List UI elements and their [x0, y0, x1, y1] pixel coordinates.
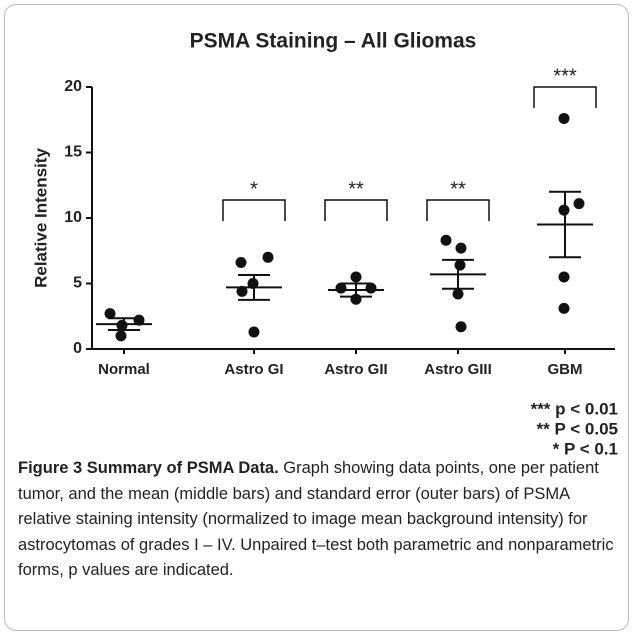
data-point: [104, 308, 116, 320]
data-point: [558, 112, 570, 124]
significance-label: ***: [553, 65, 577, 87]
significance-legend: * P < 0.1: [553, 439, 618, 458]
data-point: [262, 251, 274, 263]
caption-text: Graph showing data points, one per patie…: [18, 459, 614, 580]
data-point: [455, 321, 467, 333]
data-point: [573, 198, 585, 210]
y-axis-label: Relative Intensity: [31, 148, 50, 288]
y-tick-label: 5: [73, 275, 82, 292]
error-bar: [442, 258, 474, 290]
data-point: [558, 302, 570, 314]
chart: PSMA Staining – All Gliomas Relative Int…: [31, 30, 618, 459]
error-bar: [549, 190, 581, 259]
error-bar: [340, 282, 372, 298]
y-tick-label: 15: [64, 144, 82, 161]
error-bar: [108, 317, 140, 332]
x-tick-label: GBM: [548, 361, 583, 378]
significance-bracket: [222, 199, 286, 221]
chart-title: PSMA Staining – All Gliomas: [190, 30, 477, 53]
significance-label: **: [348, 178, 364, 200]
y-tick-label: 0: [73, 340, 82, 357]
data-point: [350, 271, 362, 283]
data-point: [115, 330, 127, 342]
x-tick-label: Astro GIII: [424, 361, 492, 378]
y-tick-label: 10: [64, 209, 82, 226]
significance-bracket: [324, 199, 388, 221]
data-point: [248, 326, 260, 338]
significance-label: *: [250, 178, 258, 200]
caption: Figure 3 Summary of PSMA Data. Graph sho…: [18, 456, 623, 584]
data-point: [452, 288, 464, 300]
x-tick-label: Astro GII: [324, 361, 387, 378]
significance-legend: ** P < 0.05: [537, 419, 618, 438]
significance-bracket: [533, 86, 597, 108]
significance-bracket: [426, 199, 490, 221]
significance-legend: *** p < 0.01: [531, 399, 618, 418]
caption-label: Figure 3 Summary of PSMA Data.: [18, 459, 279, 477]
data-point: [455, 242, 467, 254]
x-tick-label: Normal: [98, 361, 150, 378]
data-point: [558, 271, 570, 283]
error-bar: [238, 273, 270, 301]
data-point: [440, 234, 452, 246]
x-tick-label: Astro GI: [224, 361, 283, 378]
y-tick-label: 20: [64, 78, 82, 95]
significance-label: **: [450, 178, 466, 200]
data-point: [454, 259, 466, 271]
data-point: [236, 285, 248, 297]
frame: [4, 4, 629, 631]
data-point: [235, 257, 247, 269]
